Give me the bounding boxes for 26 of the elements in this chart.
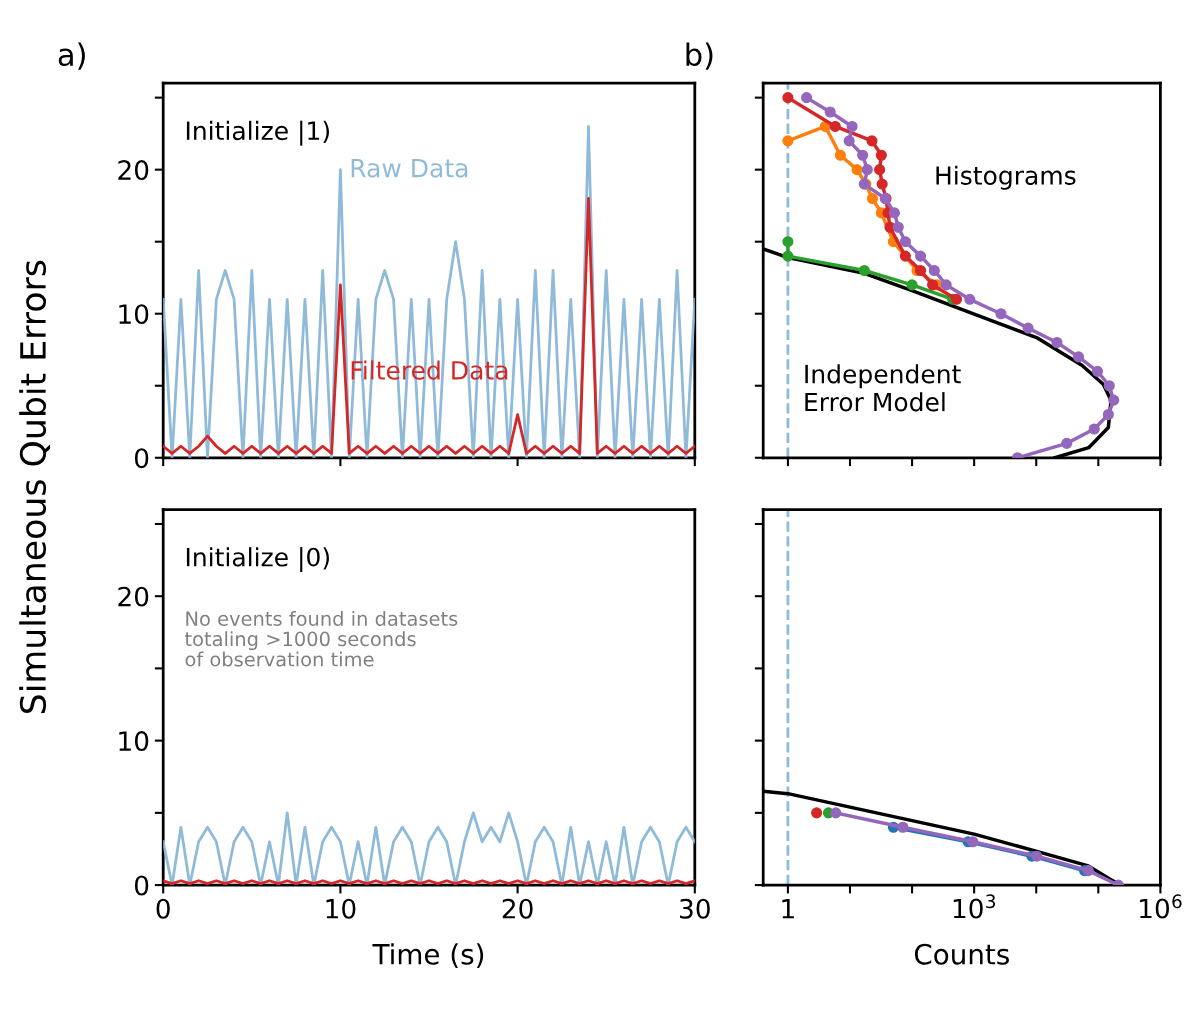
x-tick-label: 20 [502,898,533,919]
y-tick-label: 0 [134,875,149,896]
x-axis-title: Counts [914,943,1009,965]
y-tick-label: 20 [118,586,149,607]
chart-title: a) [58,42,85,70]
y-tick-label: 0 [134,448,149,469]
x-tick-label: 10$^{3}$ [953,894,996,919]
annotation: Initialize |1) [186,120,329,146]
chart-title: b) [686,42,713,70]
x-axis-title: Time (s) [372,943,484,969]
series-label: Filtered Data [351,360,508,380]
x-tick-label: 30 [680,898,710,919]
annotation: No events found in datasets totaling >1000 seconds of observation time [184,610,458,667]
y-tick-label: 10 [119,304,149,325]
line-series [163,197,695,455]
y-tick-label: 20 [118,160,149,181]
x-tick-label: 10 [326,898,356,919]
y-tick-label: 10 [119,731,149,752]
y-axis-title: Simultaneous Qubit Errors [19,260,51,713]
annotation: Initialize |0) [186,547,329,573]
x-tick-label: 0 [156,898,170,919]
annotation: Histograms [936,165,1076,190]
series-label: Raw Data [351,158,468,178]
text: Independent Error Model [805,364,961,412]
x-tick-label: 10$^{6}$ [1140,894,1182,919]
x-tick-label: 1 [782,899,794,919]
